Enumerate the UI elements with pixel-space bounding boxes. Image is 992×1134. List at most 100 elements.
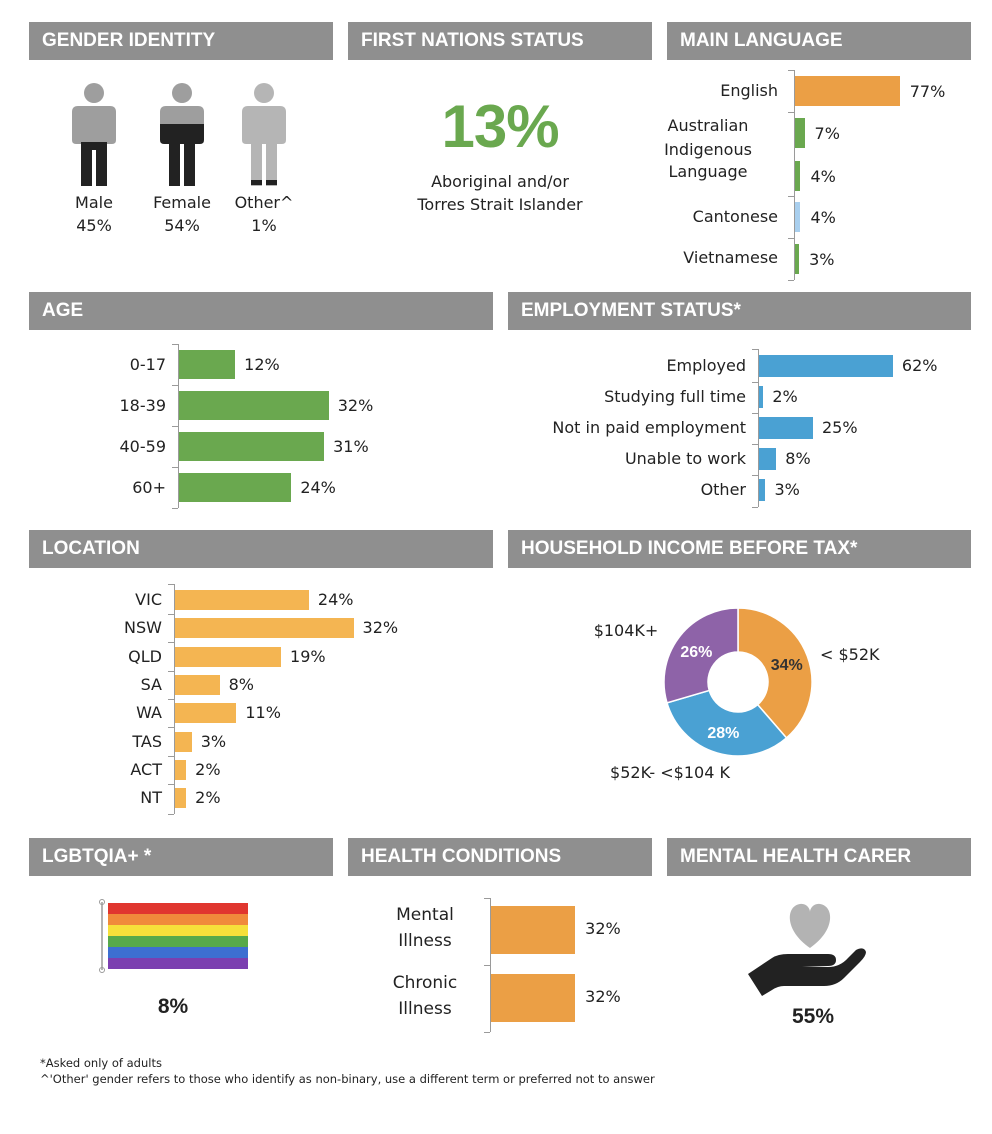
bar	[175, 703, 237, 724]
first-nations-value: 13%	[441, 93, 559, 160]
bar-value-label: 8%	[228, 674, 255, 694]
category-label: 40-59	[119, 436, 167, 456]
bar	[175, 674, 220, 695]
bar	[175, 788, 187, 809]
slice-value-label: 26%	[680, 644, 712, 661]
first-nations-header: FIRST NATIONS STATUS	[348, 22, 652, 60]
bar-value-label: 3%	[774, 480, 800, 499]
bar-value-label: 2%	[195, 759, 221, 779]
axis-line	[174, 584, 175, 815]
axis-tick	[172, 508, 178, 509]
axis-tick	[788, 196, 794, 197]
bar-value-label: 31%	[333, 436, 369, 456]
bar-value-label: 2%	[195, 788, 221, 808]
first-nations-line2: Torres Strait Islander	[417, 195, 583, 214]
income-header: HOUSEHOLD INCOME BEFORE TAX*	[508, 530, 971, 568]
bar	[759, 386, 764, 408]
category-label: Unable to work	[624, 449, 746, 468]
bar	[179, 473, 292, 502]
bar	[179, 432, 325, 461]
gender-identity-header: GENDER IDENTITY	[29, 22, 333, 60]
person-icon	[242, 83, 286, 186]
axis-tick	[788, 238, 794, 239]
axis-tick	[168, 784, 174, 785]
bar-value-label: 11%	[245, 703, 281, 723]
category-label: Illness	[398, 931, 452, 951]
bar-value-label: 32%	[337, 395, 374, 415]
category-label: Studying full time	[604, 387, 746, 406]
first-nations-line1: Aboriginal and/or	[431, 172, 569, 191]
gender-value-male: 45%	[76, 216, 112, 235]
lgbtqia-value: 8%	[157, 995, 189, 1018]
footnote-other-gender: ^'Other' gender refers to those who iden…	[40, 1072, 655, 1086]
axis-tick	[788, 70, 794, 71]
bar	[491, 906, 576, 954]
category-label: ACT	[130, 759, 162, 779]
axis-tick	[752, 413, 758, 414]
category-label: Vietnamese	[683, 248, 778, 267]
bar	[175, 731, 192, 752]
axis-tick	[168, 699, 174, 700]
mental-health-carer-header: MENTAL HEALTH CARER	[667, 838, 971, 876]
main-language-header: MAIN LANGUAGE	[667, 22, 971, 60]
axis-tick	[484, 965, 490, 966]
gender-label-female: Female	[153, 193, 211, 212]
axis-tick	[168, 727, 174, 728]
category-label: Employed	[666, 356, 746, 375]
category-label: 60+	[132, 477, 166, 497]
axis-tick	[752, 507, 758, 508]
axis-tick	[752, 382, 758, 383]
gender-label-male: Male	[75, 193, 113, 212]
bar-value-label: 62%	[901, 356, 938, 375]
axis-tick	[788, 112, 794, 113]
axis-tick	[172, 344, 178, 345]
axis-tick	[168, 642, 174, 643]
bar-value-label: 4%	[810, 208, 836, 227]
category-label: SA	[140, 674, 162, 694]
bar-value-label: 32%	[585, 987, 621, 1006]
bar	[795, 118, 805, 148]
bar	[795, 202, 801, 232]
bar	[179, 350, 236, 379]
age-header: AGE	[29, 292, 493, 330]
category-label: WA	[136, 703, 162, 723]
rainbow-flag-icon	[99, 899, 248, 973]
axis-tick	[788, 280, 794, 281]
carer-value: 55%	[791, 1005, 835, 1028]
axis-tick	[752, 349, 758, 350]
category-label: Mental	[396, 905, 454, 925]
bar	[759, 479, 766, 501]
category-label: Language	[668, 162, 748, 181]
person-icon	[160, 83, 204, 186]
category-label: QLD	[128, 646, 162, 666]
axis-tick	[172, 426, 178, 427]
bar	[175, 590, 309, 610]
health-conditions-header: HEALTH CONDITIONS	[348, 838, 652, 876]
axis-tick	[484, 1032, 490, 1033]
category-label: Chronic	[392, 973, 458, 993]
axis-line	[490, 898, 491, 1032]
bar-value-label: 25%	[822, 418, 858, 437]
bar-value-label: 32%	[362, 618, 399, 638]
lgbtqia-header: LGBTQIA+ *	[29, 838, 333, 876]
bar	[759, 448, 777, 470]
slice-category-label: < $52K	[820, 645, 880, 664]
category-label: TAS	[132, 731, 162, 751]
bar	[179, 391, 329, 420]
bar-value-label: 2%	[772, 387, 798, 406]
bar-value-label: 19%	[290, 646, 326, 666]
bar-value-label: 7%	[814, 124, 840, 143]
bar-value-label: 24%	[300, 477, 336, 497]
bar	[759, 417, 813, 439]
slice-category-label: $52K- <$104 K	[610, 763, 730, 782]
axis-tick	[172, 385, 178, 386]
category-label: 18-39	[119, 395, 167, 415]
person-icon	[72, 83, 116, 186]
slice-category-label: $104K+	[594, 621, 659, 640]
bar	[759, 355, 893, 377]
heart-in-hand-icon	[748, 903, 866, 996]
bar	[795, 161, 801, 191]
axis-tick	[172, 467, 178, 468]
axis-tick	[484, 898, 490, 899]
axis-tick	[168, 584, 174, 585]
